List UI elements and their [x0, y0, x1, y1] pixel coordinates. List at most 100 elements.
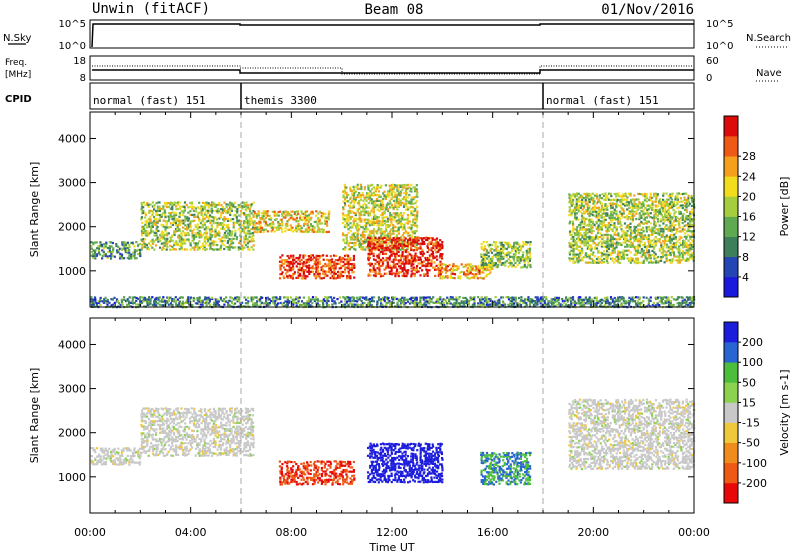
- data-cell: [255, 222, 257, 224]
- data-cell: [418, 237, 420, 239]
- data-cell: [598, 207, 600, 209]
- data-cell: [405, 222, 407, 224]
- data-cell: [356, 223, 358, 225]
- data-cell: [403, 184, 405, 186]
- data-cell: [635, 211, 637, 213]
- data-cell: [609, 252, 611, 254]
- data-cell: [134, 249, 136, 251]
- data-cell: [394, 192, 396, 194]
- data-cell: [354, 242, 356, 244]
- data-cell: [96, 302, 98, 304]
- data-cell: [676, 217, 678, 219]
- data-cell: [187, 228, 189, 230]
- data-cell: [297, 210, 299, 212]
- data-cell: [410, 210, 412, 212]
- data-cell: [315, 210, 317, 212]
- data-cell: [234, 246, 236, 248]
- data-cell: [365, 206, 367, 208]
- data-cell: [349, 277, 351, 279]
- data-cell: [149, 210, 151, 212]
- data-cell: [360, 199, 362, 201]
- data-cell: [572, 199, 574, 201]
- data-cell: [430, 243, 432, 245]
- data-cell: [373, 224, 375, 226]
- data-cell: [214, 229, 216, 231]
- data-cell: [279, 223, 281, 225]
- data-cell: [189, 206, 191, 208]
- data-cell: [687, 254, 689, 256]
- nsky-trace: [92, 24, 694, 47]
- data-cell: [427, 251, 429, 253]
- data-cell: [159, 210, 161, 212]
- data-cell: [378, 261, 380, 263]
- data-cell: [579, 211, 581, 213]
- data-cell: [495, 241, 497, 243]
- data-cell: [308, 273, 310, 275]
- data-cell: [650, 204, 652, 206]
- data-cell: [187, 296, 189, 298]
- data-cell: [238, 300, 240, 302]
- data-cell: [486, 258, 488, 260]
- data-cell: [664, 240, 666, 242]
- data-cell: [514, 254, 516, 256]
- data-cell: [655, 193, 657, 195]
- data-cell: [381, 265, 383, 267]
- nave-tick-top: 60: [706, 56, 719, 67]
- data-cell: [390, 228, 392, 230]
- data-cell: [402, 234, 404, 236]
- data-cell: [430, 265, 432, 267]
- data-cell: [229, 238, 231, 240]
- data-cell: [371, 188, 373, 190]
- data-cell: [629, 216, 631, 218]
- data-cell: [376, 273, 378, 275]
- data-cell: [217, 208, 219, 210]
- data-cell: [250, 205, 252, 207]
- data-cell: [445, 264, 447, 266]
- data-cell: [603, 253, 605, 255]
- data-cell: [342, 261, 344, 263]
- data-cell: [529, 249, 531, 251]
- data-cell: [580, 232, 582, 234]
- data-cell: [393, 219, 395, 221]
- data-cell: [247, 224, 249, 226]
- data-cell: [304, 277, 306, 279]
- data-cell: [495, 250, 497, 252]
- data-cell: [100, 297, 102, 299]
- data-cell: [347, 267, 349, 269]
- data-cell: [317, 217, 319, 219]
- data-cell: [662, 230, 664, 232]
- data-cell: [267, 210, 269, 212]
- data-cell: [639, 212, 641, 214]
- data-cell: [676, 203, 678, 205]
- data-cell: [438, 264, 440, 266]
- data-cell: [249, 236, 251, 238]
- data-cell: [437, 241, 439, 243]
- data-cell: [142, 226, 144, 228]
- data-cell: [342, 206, 344, 208]
- data-cell: [281, 271, 283, 273]
- data-cell: [229, 214, 231, 216]
- data-cell: [380, 196, 382, 198]
- data-cell: [389, 224, 391, 226]
- data-cell: [680, 205, 682, 207]
- data-cell: [616, 210, 618, 212]
- data-cell: [524, 262, 526, 264]
- data-cell: [646, 220, 648, 222]
- data-cell: [191, 304, 193, 306]
- data-cell: [202, 304, 204, 306]
- data-cell: [198, 240, 200, 242]
- data-cell: [583, 228, 585, 230]
- data-cell: [346, 234, 348, 236]
- data-cell: [486, 251, 488, 253]
- data-cell: [405, 261, 407, 263]
- data-cell: [182, 214, 184, 216]
- data-cell: [385, 228, 387, 230]
- data-cell: [353, 271, 355, 273]
- data-cell: [691, 195, 693, 197]
- data-cell: [630, 251, 632, 253]
- data-cell: [159, 240, 161, 242]
- data-cell: [569, 221, 571, 223]
- data-cell: [604, 203, 606, 205]
- data-cell: [678, 201, 680, 203]
- data-cell: [351, 246, 353, 248]
